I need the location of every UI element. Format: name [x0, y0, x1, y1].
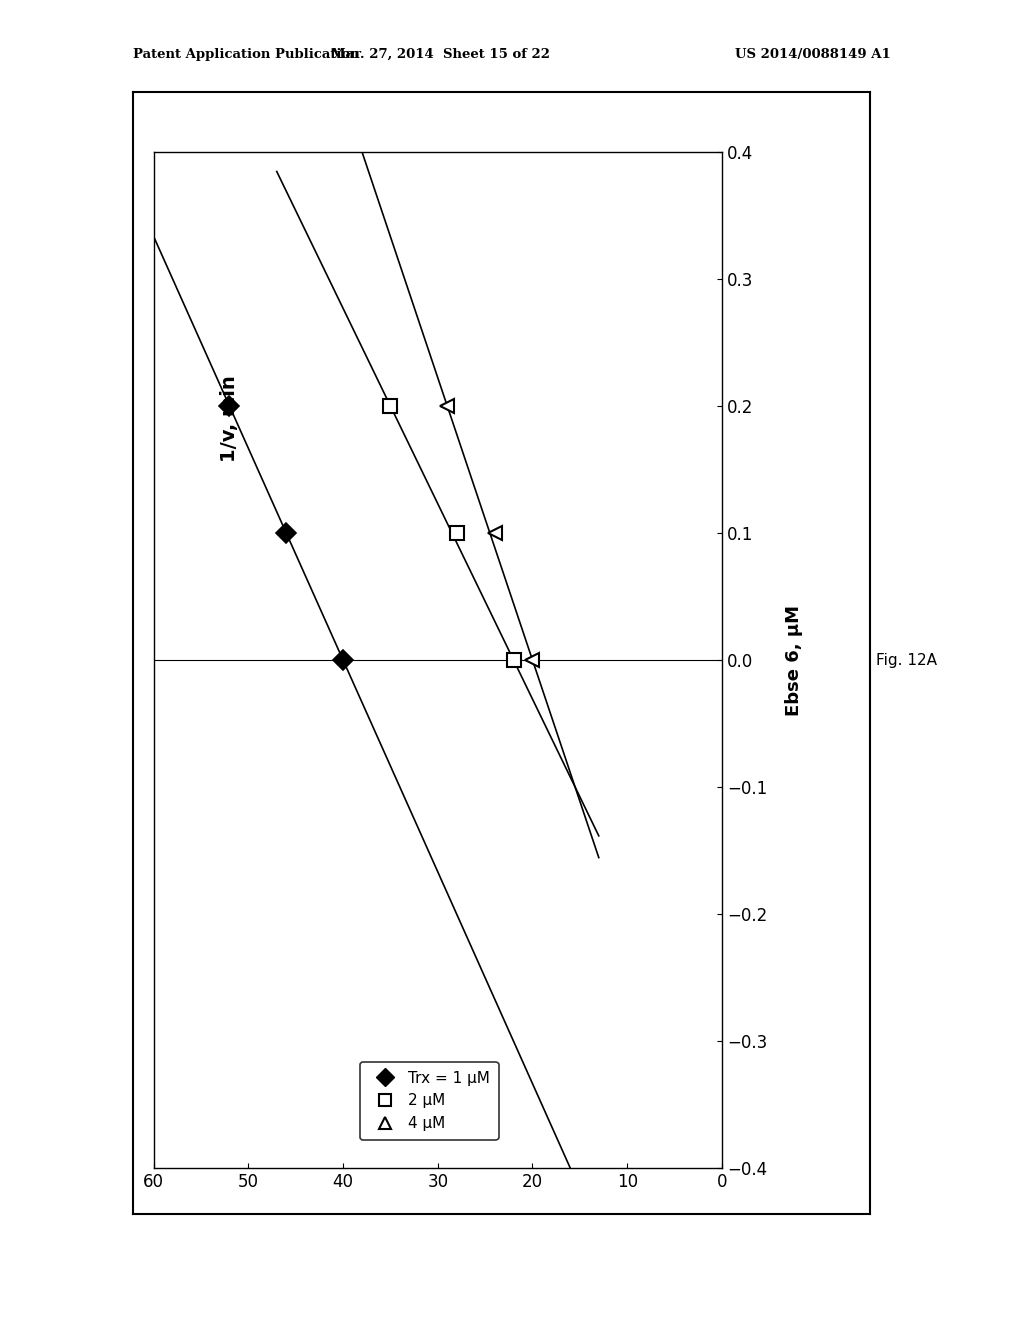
- Text: US 2014/0088149 A1: US 2014/0088149 A1: [735, 48, 891, 61]
- Text: Patent Application Publication: Patent Application Publication: [133, 48, 359, 61]
- Text: 1/v, min: 1/v, min: [220, 375, 239, 462]
- Legend: Trx = 1 μM, 2 μM, 4 μM: Trx = 1 μM, 2 μM, 4 μM: [360, 1061, 499, 1140]
- Text: Mar. 27, 2014  Sheet 15 of 22: Mar. 27, 2014 Sheet 15 of 22: [331, 48, 550, 61]
- Text: Ebse 6, μM: Ebse 6, μM: [784, 605, 803, 715]
- Text: Fig. 12A: Fig. 12A: [876, 652, 937, 668]
